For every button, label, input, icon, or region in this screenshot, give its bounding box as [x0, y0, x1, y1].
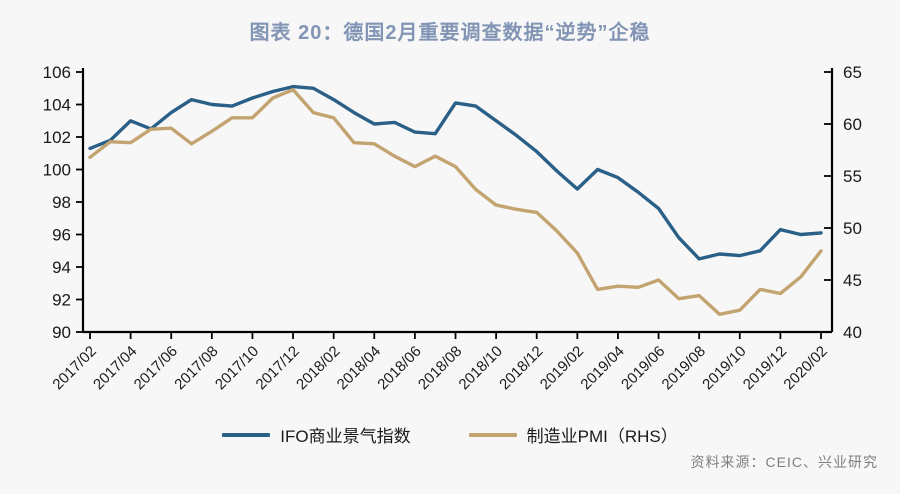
left-axis-tick-label: 104: [43, 96, 71, 115]
x-axis-tick-label: 2019/04: [577, 343, 627, 393]
x-axis-tick-label: 2020/02: [780, 343, 830, 393]
legend-line-swatch-pmi: [468, 432, 517, 437]
left-axis-tick-label: 106: [43, 63, 71, 82]
x-axis-tick-label: 2017/02: [49, 343, 99, 393]
left-axis-tick-label: 102: [43, 128, 71, 147]
legend-line-swatch-ifo: [222, 432, 271, 437]
source-note: 资料来源：CEIC、兴业研究: [690, 454, 878, 470]
x-axis-tick-label: 2019/08: [659, 343, 709, 393]
legend-label-pmi: 制造业PMI（RHS）: [526, 427, 678, 446]
chart-title: 图表 20：德国2月重要调查数据“逆势”企稳: [249, 22, 651, 44]
left-axis-tick-label: 90: [52, 323, 71, 342]
axes: [81, 68, 834, 334]
x-axis-tick-label: 2018/06: [374, 343, 424, 393]
right-axis-tick-label: 50: [843, 219, 862, 238]
x-axis-tick-label: 2019/12: [740, 343, 790, 393]
x-axis-tick-label: 2017/12: [253, 343, 303, 393]
left-axis-tick-label: 96: [52, 226, 71, 245]
series-line-pmi: [88, 87, 823, 316]
legend-label-ifo: IFO商业景气指数: [280, 427, 411, 446]
legend-item-ifo: IFO商业景气指数: [222, 422, 411, 447]
x-axis-tick-label: 2017/04: [90, 343, 140, 393]
axis-tick-labels: 106 104 102 100 98 96 94 92 90 65 60 55 50 45 40 2017/0…: [43, 63, 862, 393]
left-axis-tick-label: 92: [52, 291, 71, 310]
right-axis-tick-label: 45: [843, 271, 862, 290]
x-axis-tick-label: 2018/08: [415, 343, 465, 393]
right-axis-tick-label: 55: [843, 167, 862, 186]
legend: IFO商业景气指数 制造业PMI（RHS）: [0, 422, 900, 447]
left-axis-tick-label: 94: [52, 258, 71, 277]
x-axis-tick-label: 2018/02: [293, 343, 343, 393]
x-axis-tick-label: 2018/04: [334, 343, 384, 393]
x-axis-tick-label: 2019/02: [537, 343, 587, 393]
x-axis-tick-label: 2019/10: [699, 343, 749, 393]
x-axis-tick-label: 2017/10: [212, 343, 262, 393]
right-axis-tick-label: 40: [843, 323, 862, 342]
x-axis-tick-label: 2019/06: [618, 343, 668, 393]
series-line-ifo: [88, 84, 823, 261]
right-axis-tick-label: 60: [843, 115, 862, 134]
left-axis-tick-label: 98: [52, 193, 71, 212]
x-axis-tick-label: 2018/10: [456, 343, 506, 393]
x-axis-tick-label: 2017/06: [131, 343, 181, 393]
legend-item-pmi: 制造业PMI（RHS）: [468, 422, 678, 447]
x-axis-tick-label: 2017/08: [171, 343, 221, 393]
x-axis-tick-label: 2018/12: [496, 343, 546, 393]
axis-ticks: [76, 71, 832, 339]
left-axis-tick-label: 100: [43, 161, 71, 180]
right-axis-tick-label: 65: [843, 63, 862, 82]
